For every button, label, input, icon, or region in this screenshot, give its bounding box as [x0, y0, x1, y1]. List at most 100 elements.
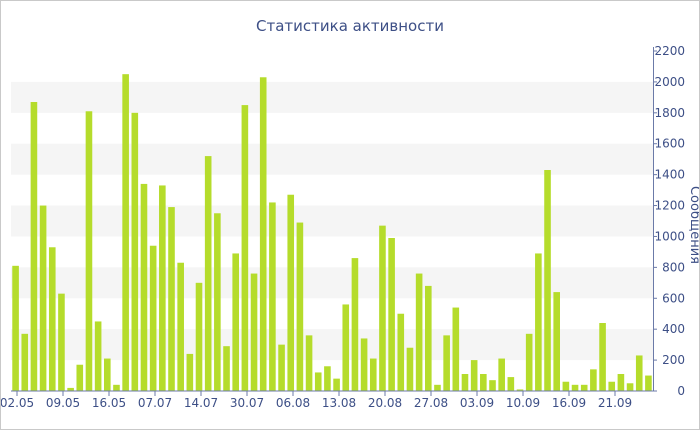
bar [342, 304, 350, 391]
bar [388, 238, 395, 391]
bar [204, 156, 212, 391]
x-tick-label: 27.08 [414, 396, 448, 410]
bar [76, 364, 84, 391]
bar [104, 358, 111, 391]
bar [21, 333, 29, 391]
bar [186, 353, 194, 391]
x-tick-label: 16.09 [552, 396, 586, 410]
bar [480, 374, 487, 391]
bar [149, 245, 157, 391]
bar [580, 384, 588, 391]
bar [324, 366, 331, 391]
bar [159, 185, 166, 391]
bar [48, 247, 56, 391]
bars [12, 74, 652, 392]
bar [305, 335, 313, 391]
bar [85, 111, 93, 392]
bar [360, 338, 368, 391]
x-tick-label: 02.05 [1, 396, 34, 410]
bar [168, 207, 175, 391]
bar [214, 213, 221, 391]
bar [232, 253, 239, 391]
x-tick-label: 09.05 [46, 396, 80, 410]
bar [369, 358, 377, 391]
y-tick-label: 1400 [654, 168, 685, 182]
x-tick-label: 21.09 [598, 396, 632, 410]
bar [516, 389, 524, 391]
y-tick-label: 800 [662, 260, 685, 274]
y-tick-label: 1600 [654, 137, 685, 151]
y-axis-label: Сообщения [687, 186, 699, 264]
bar [177, 262, 184, 391]
bar [259, 77, 267, 392]
bar [250, 273, 258, 391]
bar [287, 194, 295, 391]
x-tick-labels: 02.05 09.05 16.05 07.07 14.07 30.07 06.08 13.08… [1, 391, 632, 410]
bar [507, 377, 515, 391]
bar [571, 384, 579, 391]
chart-title: Статистика активности [256, 17, 444, 35]
bar [296, 222, 304, 391]
bar [617, 374, 625, 391]
bar [544, 170, 551, 391]
bar [140, 183, 148, 391]
bar [626, 383, 634, 391]
bar [434, 384, 441, 391]
y-tick-label: 1000 [654, 229, 685, 243]
bar [599, 323, 606, 391]
bar [30, 102, 38, 391]
bar [122, 74, 129, 392]
bar [58, 293, 65, 391]
bar [269, 202, 276, 391]
bar [12, 265, 19, 391]
bar [645, 375, 652, 391]
bar [443, 335, 450, 391]
bar [113, 384, 120, 391]
bar [553, 292, 560, 391]
x-tick-label: 07.07 [138, 396, 172, 410]
bar [425, 285, 432, 391]
axes [11, 47, 657, 392]
bar [461, 374, 469, 391]
x-tick-label: 20.08 [368, 396, 402, 410]
y-tick-label: 1200 [654, 199, 685, 213]
x-tick-label: 10.09 [506, 396, 540, 410]
grid-band [11, 143, 653, 175]
bar [489, 380, 496, 391]
bar [351, 258, 359, 391]
bar [241, 105, 249, 391]
bar [562, 381, 570, 391]
bar [470, 360, 478, 391]
grid-band [11, 205, 653, 237]
x-tick-label: 30.07 [230, 396, 264, 410]
x-tick-label: 14.07 [184, 396, 218, 410]
x-tick-label: 13.08 [322, 396, 356, 410]
bar [590, 369, 597, 391]
bar [415, 273, 423, 391]
y-tick-label: 2200 [654, 44, 685, 58]
x-tick-label: 03.09 [460, 396, 494, 410]
x-tick-label: 16.05 [92, 396, 126, 410]
x-tick-label: 06.08 [276, 396, 310, 410]
bar [535, 253, 542, 391]
bar [195, 282, 203, 391]
bar [452, 307, 460, 391]
y-tick-label: 600 [662, 291, 685, 305]
bar [278, 344, 285, 391]
y-tick-label: 2000 [654, 75, 685, 89]
bar [223, 346, 230, 391]
bar [498, 358, 505, 391]
bar [314, 372, 322, 391]
grid-band [11, 81, 653, 113]
bar [131, 112, 139, 391]
bar [94, 321, 102, 391]
bar [397, 313, 405, 391]
bar [608, 381, 616, 391]
y-tick-label: 400 [662, 322, 685, 336]
y-tick-label: 1800 [654, 106, 685, 120]
y-tick-label: 0 [677, 384, 685, 398]
bar [525, 333, 533, 391]
bar [67, 387, 74, 391]
